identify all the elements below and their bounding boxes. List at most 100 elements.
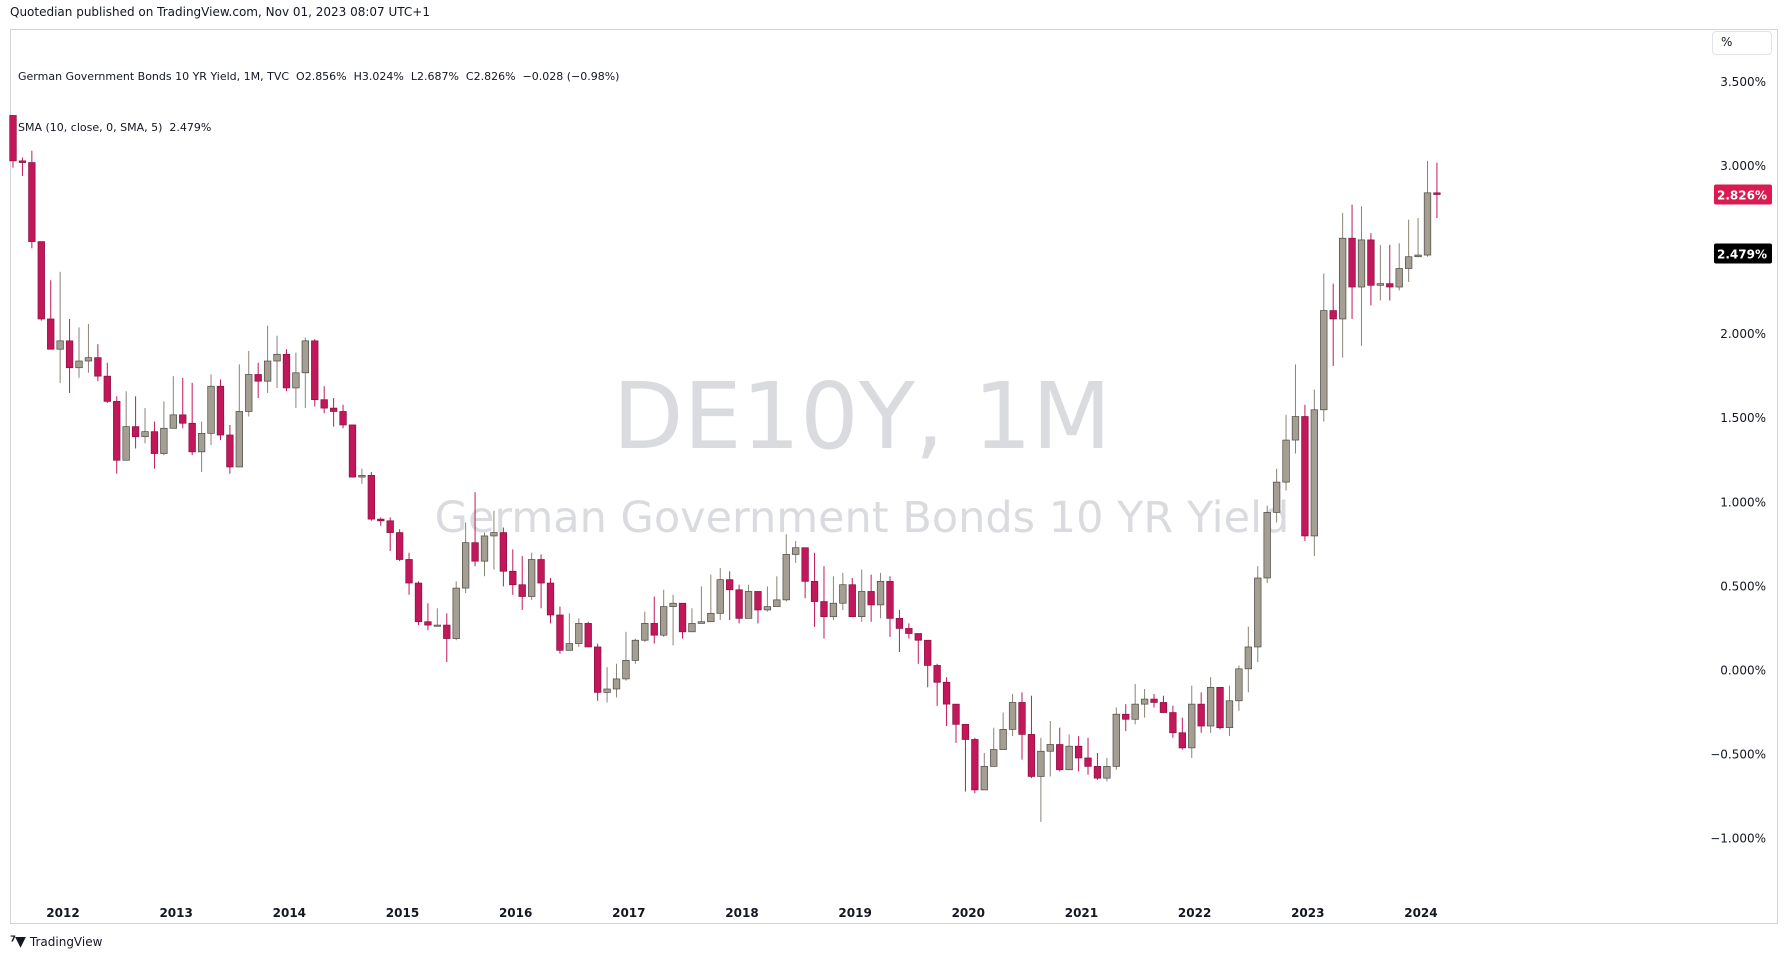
candle-body <box>1037 750 1045 777</box>
candle <box>499 527 508 587</box>
candle-body <box>433 624 441 627</box>
candle-body <box>1225 700 1234 729</box>
candle <box>801 547 809 599</box>
x-tick-label: 2024 <box>1404 906 1437 920</box>
candle <box>131 396 140 449</box>
candle <box>952 703 960 743</box>
candle <box>471 492 479 567</box>
candle <box>1386 244 1394 301</box>
candle <box>678 602 687 639</box>
candle <box>744 584 753 619</box>
candle-body <box>235 411 243 468</box>
series-legend[interactable]: German Government Bonds 10 YR Yield, 1M,… <box>18 34 619 153</box>
candle <box>1367 233 1375 306</box>
candle-body <box>631 639 640 661</box>
candle-body <box>594 646 602 693</box>
candle <box>546 577 555 624</box>
candle <box>688 608 696 633</box>
published-caption: Quotedian published on TradingView.com, … <box>10 5 430 19</box>
candle <box>527 552 536 600</box>
candle <box>1263 505 1271 584</box>
footer-brand[interactable]: ⁷▼ TradingView <box>10 934 102 950</box>
candle <box>1423 160 1432 257</box>
candle-body <box>518 584 526 597</box>
candle <box>518 556 526 610</box>
candle <box>47 280 55 350</box>
candle-body <box>84 357 93 362</box>
candle <box>1103 757 1111 782</box>
candle-body <box>763 606 772 611</box>
candle-body <box>226 434 234 468</box>
candle-body <box>876 581 885 606</box>
candle <box>1150 694 1158 708</box>
candle <box>820 566 828 639</box>
candle-body <box>1386 283 1394 288</box>
candle-body <box>1291 416 1300 441</box>
sma-price-tag-bg <box>1714 243 1772 264</box>
candle-body <box>9 115 17 162</box>
candle-body <box>1008 702 1017 730</box>
candle <box>933 663 941 706</box>
candle-body <box>207 385 215 434</box>
candle-body <box>829 602 838 618</box>
candle-body <box>858 591 866 618</box>
y-tick-label: 3.000% <box>1720 159 1766 173</box>
candle <box>565 613 574 651</box>
candle-body <box>537 559 545 584</box>
candle-body <box>839 584 847 604</box>
candle-body <box>971 739 979 791</box>
footer-brand-name: TradingView <box>29 935 103 949</box>
x-tick-label: 2022 <box>1178 906 1211 920</box>
candle <box>594 643 602 701</box>
y-tick-label: 3.500% <box>1720 75 1766 89</box>
candle-body <box>1065 745 1073 771</box>
candle-body <box>1206 686 1215 727</box>
candle <box>395 529 404 562</box>
candle-body <box>103 375 111 402</box>
candle <box>754 591 762 624</box>
candle-body <box>1131 703 1139 720</box>
candle-body <box>1254 577 1262 648</box>
candle <box>1225 685 1234 737</box>
scale-unit-button[interactable]: % <box>1712 31 1772 55</box>
candle-body <box>650 623 658 636</box>
sma-price-tag: 2.479% <box>1714 243 1772 264</box>
candle <box>18 157 27 176</box>
time-axis[interactable]: 2012 2013 2014 2015 2016 2017 2018 2019 2020 2021… <box>46 906 1437 920</box>
candle <box>226 424 234 474</box>
candle <box>980 752 988 791</box>
candle <box>424 603 432 631</box>
y-tick-label: 2.000% <box>1720 327 1766 341</box>
candle <box>1329 283 1337 367</box>
candle <box>584 621 592 648</box>
candle-body <box>75 360 83 369</box>
candle <box>839 572 847 610</box>
candle <box>509 549 517 595</box>
chart-frame[interactable] <box>10 29 1778 924</box>
candle-body <box>1338 237 1347 320</box>
candle-body <box>612 678 621 690</box>
candle <box>1310 389 1318 557</box>
candle-body <box>377 518 385 522</box>
candle <box>867 574 875 622</box>
y-tick-label: 1.500% <box>1720 411 1766 425</box>
candle <box>810 552 819 627</box>
candle <box>1301 404 1309 541</box>
candle-body <box>1093 766 1102 779</box>
legend-series-line: German Government Bonds 10 YR Yield, 1M,… <box>18 70 620 83</box>
candle-body <box>1140 698 1149 705</box>
candle-body <box>716 579 724 614</box>
x-tick-label: 2019 <box>838 906 871 920</box>
candle-body <box>990 749 998 767</box>
candle <box>1188 685 1196 758</box>
candle <box>1338 212 1347 358</box>
candle <box>1065 734 1073 771</box>
candle <box>575 618 583 647</box>
x-tick-label: 2018 <box>725 906 758 920</box>
candle <box>254 362 262 399</box>
candle-body <box>245 374 253 412</box>
candle-body <box>141 431 149 438</box>
candle-body <box>792 547 800 555</box>
candle-body <box>273 353 281 362</box>
